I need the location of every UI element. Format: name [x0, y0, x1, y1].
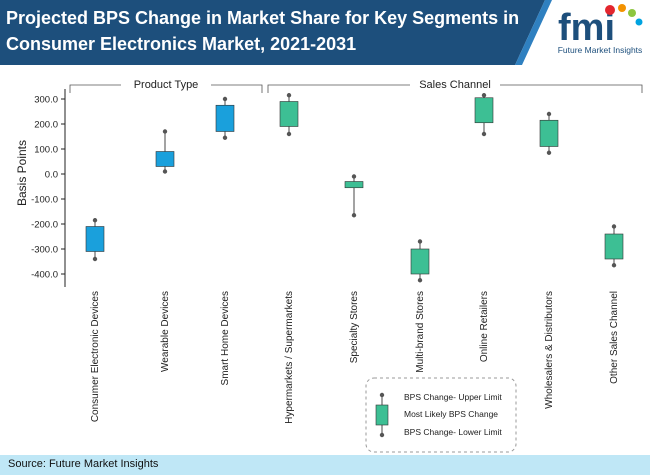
- box-item: [410, 239, 430, 283]
- box-item: [344, 174, 364, 218]
- legend-box: [375, 404, 389, 426]
- y-tick-label: 200.0: [34, 120, 58, 131]
- lower-limit-dot: [222, 135, 228, 140]
- x-tick-label: Wholesalers & Distributors: [544, 291, 555, 409]
- fmi-logo: fmi: [558, 4, 643, 49]
- source-bar: Source: Future Market Insights: [0, 455, 650, 475]
- group-label-bg: [410, 77, 500, 91]
- upper-limit-dot: [286, 93, 292, 98]
- group-label: Sales Channel: [419, 79, 491, 91]
- chart-title: Projected BPS Change in Market Share for…: [6, 8, 520, 54]
- legend: BPS Change- Upper Limit Most Likely BPS …: [365, 377, 517, 453]
- lower-limit-dot: [162, 169, 168, 174]
- lower-limit-dot: [417, 278, 423, 283]
- group-label: Product Type: [134, 79, 199, 91]
- y-tick-label: -200.0: [31, 220, 58, 231]
- group-brackets: Product Type Sales Channel: [69, 77, 643, 93]
- logo-subtitle: Future Market Insights: [557, 45, 643, 55]
- upper-limit-dot: [92, 218, 98, 223]
- x-axis-labels: Consumer Electronic Devices Wearable Devi…: [90, 291, 620, 424]
- legend-upper-dot: [379, 392, 385, 398]
- upper-limit-dot: [546, 111, 552, 117]
- box-body: [604, 233, 624, 260]
- box-item: [279, 93, 299, 137]
- upper-limit-dot: [611, 224, 617, 229]
- y-tick-label: 0.0: [45, 170, 58, 181]
- y-tick-label: -400.0: [31, 270, 58, 281]
- box-body: [279, 101, 299, 127]
- upper-limit-dot: [351, 174, 357, 179]
- lower-limit-dot: [286, 131, 292, 137]
- header-background: [0, 0, 552, 65]
- box-item: [474, 93, 494, 137]
- x-tick-label: Other Sales Channel: [609, 291, 620, 384]
- x-tick-label: Consumer Electronic Devices: [90, 291, 101, 422]
- lower-limit-dot: [351, 213, 357, 218]
- box-body: [539, 119, 559, 147]
- legend-upper-label: BPS Change- Upper Limit: [404, 392, 502, 402]
- lower-limit-dot: [481, 131, 487, 137]
- box-item: [155, 129, 175, 174]
- y-tick-label: -300.0: [31, 245, 58, 256]
- source-text: Source: Future Market Insights: [8, 458, 159, 470]
- box-item: [604, 224, 624, 268]
- box-body: [85, 226, 105, 252]
- x-tick-label: Multi-brand Stores: [415, 291, 426, 373]
- box-body: [410, 248, 430, 275]
- box-item: [85, 218, 105, 262]
- x-tick-label: Online Retailers: [479, 291, 490, 362]
- x-tick-label: Smart Home Devices: [220, 291, 231, 385]
- upper-limit-dot: [417, 239, 423, 244]
- box-body: [344, 181, 364, 189]
- box-item: [539, 111, 559, 155]
- box-series: [85, 93, 624, 283]
- lower-limit-dot: [611, 263, 617, 268]
- y-tick-label: -100.0: [31, 195, 58, 206]
- box-plot-chart: Basis Points 300.0 200.0 100.0 0.0 -100.0 -20…: [15, 77, 643, 453]
- x-tick-label: Hypermarkets / Supermarkets: [284, 291, 295, 424]
- logo-text: fmi: [558, 7, 615, 49]
- x-tick-label: Wearable Devices: [160, 291, 171, 372]
- box-body: [474, 97, 494, 124]
- box-item: [215, 96, 235, 140]
- legend-lower-label: BPS Change- Lower Limit: [404, 427, 502, 437]
- upper-limit-dot: [222, 96, 228, 102]
- group-label-bg: [121, 77, 211, 91]
- header-banner: Projected BPS Change in Market Share for…: [0, 0, 650, 65]
- upper-limit-dot: [481, 93, 487, 98]
- upper-limit-dot: [162, 129, 168, 134]
- lower-limit-dot: [546, 150, 552, 155]
- y-tick-label: 300.0: [34, 95, 58, 106]
- box-body: [155, 151, 175, 167]
- y-tick-label: 100.0: [34, 145, 58, 156]
- y-axis: 300.0 200.0 100.0 0.0 -100.0 -200.0 -300.0 -400…: [31, 89, 66, 287]
- lower-limit-dot: [92, 256, 98, 262]
- y-axis-label: Basis Points: [15, 140, 29, 206]
- x-tick-label: Specialty Stores: [349, 291, 360, 363]
- box-body: [215, 104, 235, 132]
- legend-frame: [365, 377, 517, 453]
- legend-lower-dot: [379, 432, 385, 438]
- legend-likely-label: Most Likely BPS Change: [404, 409, 498, 419]
